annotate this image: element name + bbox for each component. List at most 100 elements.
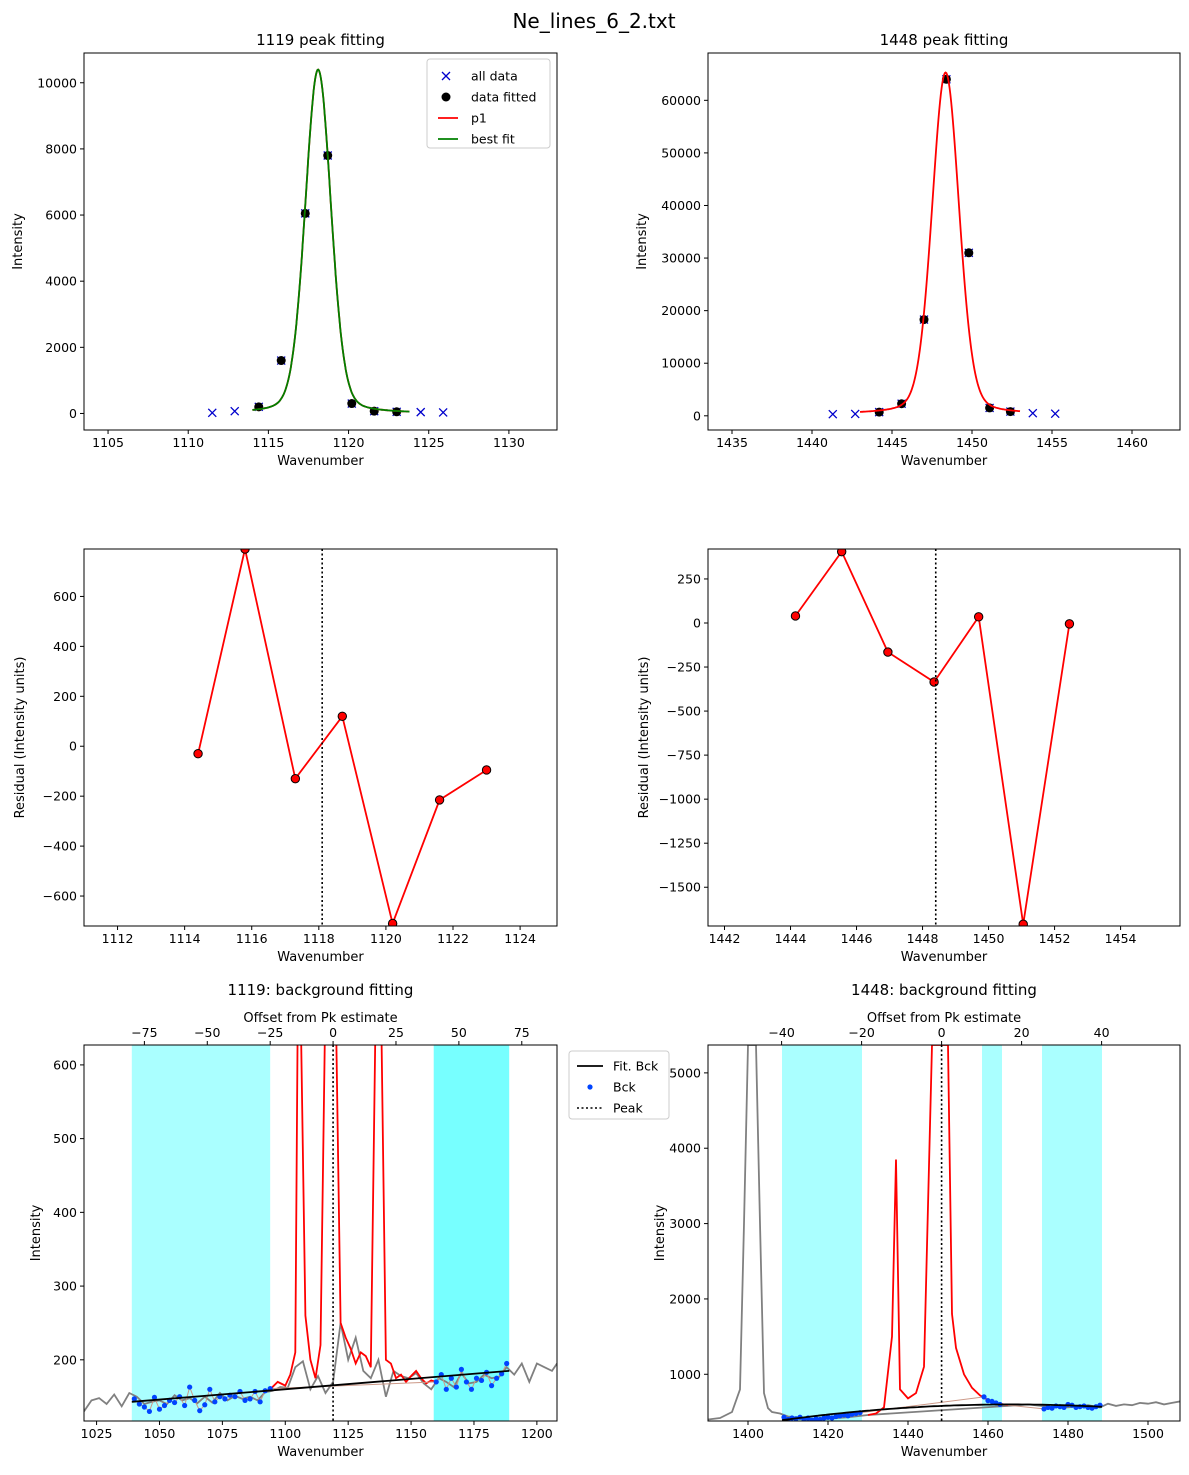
resid1-x-tick-label: 1112 [102, 931, 134, 946]
bg1-legend: Fit. Bck Bck Peak [568, 1050, 670, 1120]
bg2-series-line [867, 1045, 1009, 1416]
resid1-residual-point [387, 918, 398, 926]
bg2-bck-region [1042, 1045, 1102, 1421]
bg1-top-tick-label: −25 [257, 1025, 283, 1040]
resid2-plot-area [790, 549, 1075, 926]
resid2-xlabel: Wavenumber [901, 950, 988, 965]
bg1-bck-point [488, 1383, 495, 1389]
resid1-x-tick-label: 1114 [169, 931, 201, 946]
bg1-bck-point [171, 1399, 178, 1406]
bg1-title: 1119: background fitting [228, 981, 414, 999]
peak2-all-data-point [850, 409, 860, 419]
peak1-fitted-point [347, 399, 357, 409]
peak2-fitted-point [1005, 407, 1015, 417]
bg1-bck-point [131, 1396, 137, 1402]
resid1-y-tick-label: −200 [43, 789, 77, 804]
bg1-x-tick-label: 1200 [521, 1426, 553, 1441]
resid1-xlabel: Wavenumber [277, 950, 364, 965]
bg2-bck-point [1049, 1405, 1055, 1411]
bg1-bck-point [504, 1360, 510, 1367]
bg2-bck-point [833, 1413, 839, 1420]
bg1-bck-point [136, 1401, 142, 1407]
bg1-bck-point [448, 1375, 454, 1381]
bg2-top-tick-label: −20 [848, 1025, 874, 1040]
peak2-x-tick-label: 1460 [1116, 435, 1148, 450]
bg2-bck-point [981, 1394, 987, 1400]
bg1-axes-frame [83, 1044, 558, 1422]
bg2-ylabel: Intensity [653, 1204, 668, 1261]
resid2-x-tick-label: 1444 [775, 931, 807, 946]
bg1-top-tick-label: −50 [194, 1025, 220, 1040]
bg2-plot-area [708, 1045, 1180, 1421]
peak1-x-tick-label: 1105 [92, 435, 124, 450]
resid2-x-tick-label: 1446 [841, 931, 873, 946]
resid2-y-tick-label: −750 [667, 748, 701, 763]
bg2-xlabel: Wavenumber [901, 1445, 988, 1460]
resid2-residual-point [973, 612, 984, 622]
bg1-xlabel: Wavenumber [277, 1445, 364, 1460]
resid1-x-tick-label: 1118 [303, 931, 335, 946]
legend-label: best fit [471, 132, 515, 147]
resid2-y-tick-label: −500 [667, 704, 701, 719]
bg2-bck-point [985, 1398, 991, 1404]
peak2-fitted-point [964, 248, 974, 258]
resid2-residual-point [883, 647, 893, 657]
figure-title: Ne_lines_6_2.txt [512, 9, 675, 33]
peak2-fitted-point [874, 407, 884, 417]
legend-label: data fitted [471, 90, 536, 105]
peak1-all-data-point [416, 407, 426, 417]
resid1-y-tick-label: 200 [53, 689, 77, 704]
resid2-x-tick-label: 1450 [973, 931, 1005, 946]
bg1-bck-point [182, 1402, 188, 1409]
peak2-ylabel: Intensity [635, 213, 650, 270]
resid1-plot-area [193, 549, 492, 926]
resid1-x-tick-label: 1116 [236, 931, 268, 946]
bg1-bck-point [202, 1402, 208, 1408]
bg1-bck-point [187, 1384, 193, 1390]
peak2-y-tick-label: 40000 [661, 198, 701, 213]
legend-marker-bck [587, 1084, 593, 1090]
bg2-bck-point [989, 1398, 995, 1405]
bg1-bck-point [146, 1408, 153, 1415]
resid2-x-tick-label: 1452 [1039, 931, 1071, 946]
bg1-bck-point [478, 1377, 485, 1384]
bg2-bck-point [825, 1414, 831, 1420]
peak1-x-tick-label: 1120 [333, 435, 365, 450]
peak2-title: 1448 peak fitting [880, 31, 1009, 49]
bg2-x-tick-label: 1480 [1052, 1426, 1084, 1441]
bg1-plot-area [84, 1045, 557, 1421]
resid1-residual-point [193, 749, 203, 759]
resid1-y-tick-label: 400 [53, 639, 77, 654]
resid2-y-tick-label: −1500 [659, 880, 701, 895]
peak1-x-tick-label: 1110 [172, 435, 204, 450]
peak1-y-tick-label: 0 [69, 406, 77, 421]
resid2-x-tick-label: 1454 [1105, 931, 1137, 946]
resid1-residual-point [290, 773, 301, 784]
bg2-bck-region [982, 1045, 1002, 1421]
resid1-residual-point [481, 765, 492, 775]
bg1-bck-point [453, 1384, 459, 1390]
bg2-y-tick-label: 2000 [669, 1291, 701, 1306]
bg2-bck-point [817, 1416, 823, 1421]
peak2-all-data-point [828, 409, 838, 419]
chart-resid1: 1112 1114 1116 1118 1120 1122 1124 −600 −400 −200… [13, 548, 558, 965]
peak1-x-tick-label: 1125 [413, 435, 445, 450]
bg2-axes-frame [707, 1044, 1181, 1422]
bg2-top-tick-label: 40 [1094, 1025, 1110, 1040]
resid1-y-tick-label: −400 [43, 839, 77, 854]
legend-label: Fit. Bck [613, 1059, 659, 1074]
peak2-x-tick-label: 1445 [876, 435, 908, 450]
resid1-y-tick-label: 0 [69, 739, 77, 754]
peak2-plot-area [828, 71, 1060, 419]
bg1-bck-point [197, 1408, 203, 1414]
peak1-y-tick-label: 2000 [45, 340, 77, 355]
bg1-bck-point [141, 1404, 147, 1410]
peak2-all-data-point [1028, 408, 1038, 418]
bg1-bck-point [247, 1396, 253, 1402]
peak2-y-tick-label: 20000 [661, 303, 701, 318]
bg1-bck-point [151, 1394, 158, 1401]
peak2-x-tick-label: 1455 [1036, 435, 1068, 450]
resid1-axes-frame [83, 548, 558, 927]
bg1-fit-bck-line [131, 1369, 510, 1403]
bg2-y-tick-label: 4000 [669, 1141, 701, 1156]
